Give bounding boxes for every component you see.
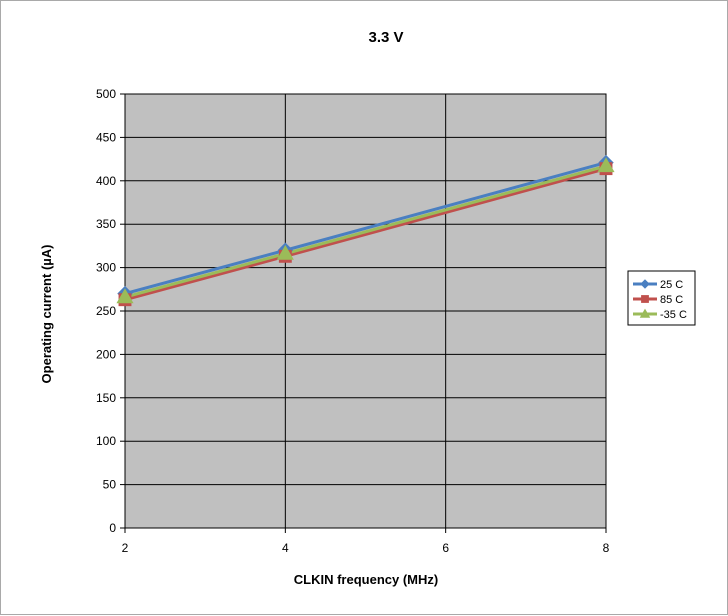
legend-item: 85 C <box>633 294 683 306</box>
legend-label: -35 C <box>660 309 687 321</box>
data-point <box>116 288 134 304</box>
chart-title: 3.3 V <box>368 29 403 46</box>
data-point <box>597 157 615 173</box>
grid-lines <box>124 93 607 529</box>
y-tick-label: 0 <box>109 521 116 535</box>
legend-label: 85 C <box>660 294 683 306</box>
y-tick-label: 250 <box>96 304 116 318</box>
legend-label: 25 C <box>660 279 683 291</box>
legend-marker <box>639 308 651 318</box>
x-tick-label: 6 <box>442 541 449 555</box>
legend-item: 25 C <box>633 279 683 291</box>
legend-marker <box>641 295 649 303</box>
y-axis-title: Operating current (µA) <box>39 245 54 384</box>
x-tick-label: 8 <box>603 541 610 555</box>
y-axis: 0 50 100 150 200 250 300 350 400 450 500 <box>96 87 125 535</box>
y-tick-label: 300 <box>96 261 116 275</box>
y-tick-label: 500 <box>96 87 116 101</box>
y-tick-label: 100 <box>96 434 116 448</box>
data-point <box>276 245 294 260</box>
x-axis-title: CLKIN frequency (MHz) <box>294 572 438 587</box>
x-tick-label: 2 <box>122 541 129 555</box>
y-tick-label: 150 <box>96 391 116 405</box>
y-tick-label: 200 <box>96 347 116 361</box>
legend: 25 C 85 C -35 C <box>627 270 696 326</box>
x-tick-label: 4 <box>282 541 289 555</box>
x-axis: 2 4 6 8 <box>122 528 610 555</box>
y-tick-label: 350 <box>96 217 116 231</box>
y-tick-label: 400 <box>96 174 116 188</box>
series-markers <box>116 154 615 307</box>
legend-marker <box>640 279 650 289</box>
legend-item: -35 C <box>633 308 687 321</box>
y-tick-label: 50 <box>103 478 117 492</box>
y-tick-label: 450 <box>96 130 116 144</box>
